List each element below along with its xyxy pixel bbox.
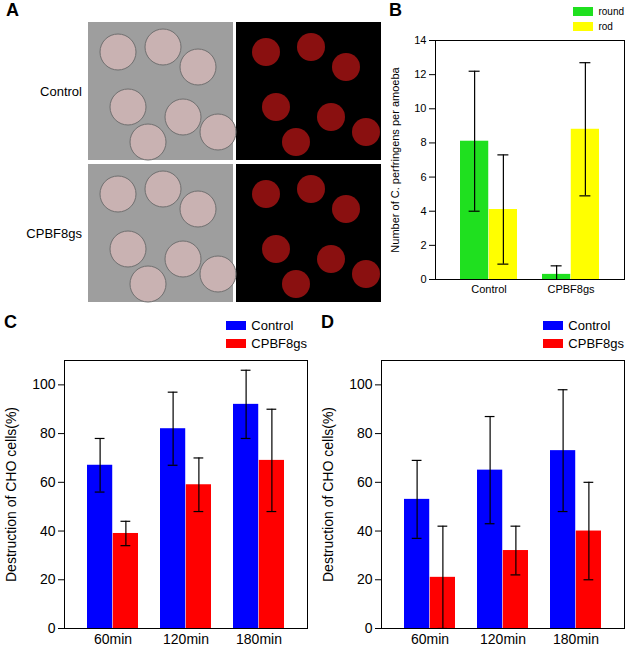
svg-text:180min: 180min: [553, 631, 599, 647]
svg-text:12: 12: [414, 68, 426, 80]
svg-text:80: 80: [40, 425, 56, 441]
html-text:CPBF8gs: CPBF8gs: [251, 335, 307, 351]
svg-text:Control: Control: [40, 84, 82, 99]
svg-text:120min: 120min: [480, 631, 526, 647]
svg-text:14: 14: [414, 34, 426, 46]
svg-text:Number of C. perfringens per a: Number of C. perfringens per amoeba: [389, 66, 401, 252]
svg-text:6: 6: [420, 171, 426, 183]
svg-text:4: 4: [420, 205, 426, 217]
html-text:A: A: [6, 0, 19, 20]
svg-text:180min: 180min: [236, 631, 282, 647]
svg-text:0: 0: [365, 620, 373, 636]
svg-text:100: 100: [349, 376, 373, 392]
html-text:D: D: [321, 312, 334, 332]
html-text:CPBF8gs: CPBF8gs: [568, 335, 624, 351]
html-text:C: C: [4, 312, 17, 332]
svg-text:10: 10: [414, 102, 426, 114]
svg-text:60: 60: [357, 474, 373, 490]
html-text:round: round: [598, 6, 624, 17]
svg-text:0: 0: [420, 273, 426, 285]
svg-text:20: 20: [40, 571, 56, 587]
svg-text:40: 40: [40, 523, 56, 539]
svg-text:60min: 60min: [94, 631, 132, 647]
svg-text:60min: 60min: [411, 631, 449, 647]
svg-text:40: 40: [357, 523, 373, 539]
svg-text:120min: 120min: [163, 631, 209, 647]
html-text:rod: rod: [598, 21, 613, 32]
svg-text:Control: Control: [471, 283, 506, 295]
svg-text:100: 100: [32, 376, 56, 392]
svg-text:CPBF8gs: CPBF8gs: [547, 283, 595, 295]
svg-text:0: 0: [48, 620, 56, 636]
svg-text:60: 60: [40, 474, 56, 490]
svg-text:80: 80: [357, 425, 373, 441]
html-text:B: B: [389, 0, 402, 20]
svg-text:Destruction of CHO cells(%): Destruction of CHO cells(%): [320, 407, 336, 582]
svg-text:8: 8: [420, 136, 426, 148]
html-text:Control: Control: [568, 317, 611, 333]
html-text:Control: Control: [251, 317, 294, 333]
svg-text:2: 2: [420, 239, 426, 251]
svg-text:CPBF8gs: CPBF8gs: [26, 226, 82, 241]
svg-text:Destruction of CHO cells(%): Destruction of CHO cells(%): [3, 407, 19, 582]
svg-text:20: 20: [357, 571, 373, 587]
